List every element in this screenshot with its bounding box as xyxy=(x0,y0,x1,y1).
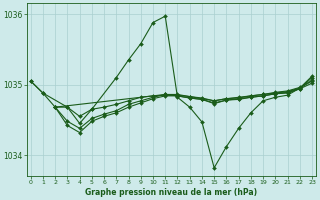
X-axis label: Graphe pression niveau de la mer (hPa): Graphe pression niveau de la mer (hPa) xyxy=(85,188,257,197)
